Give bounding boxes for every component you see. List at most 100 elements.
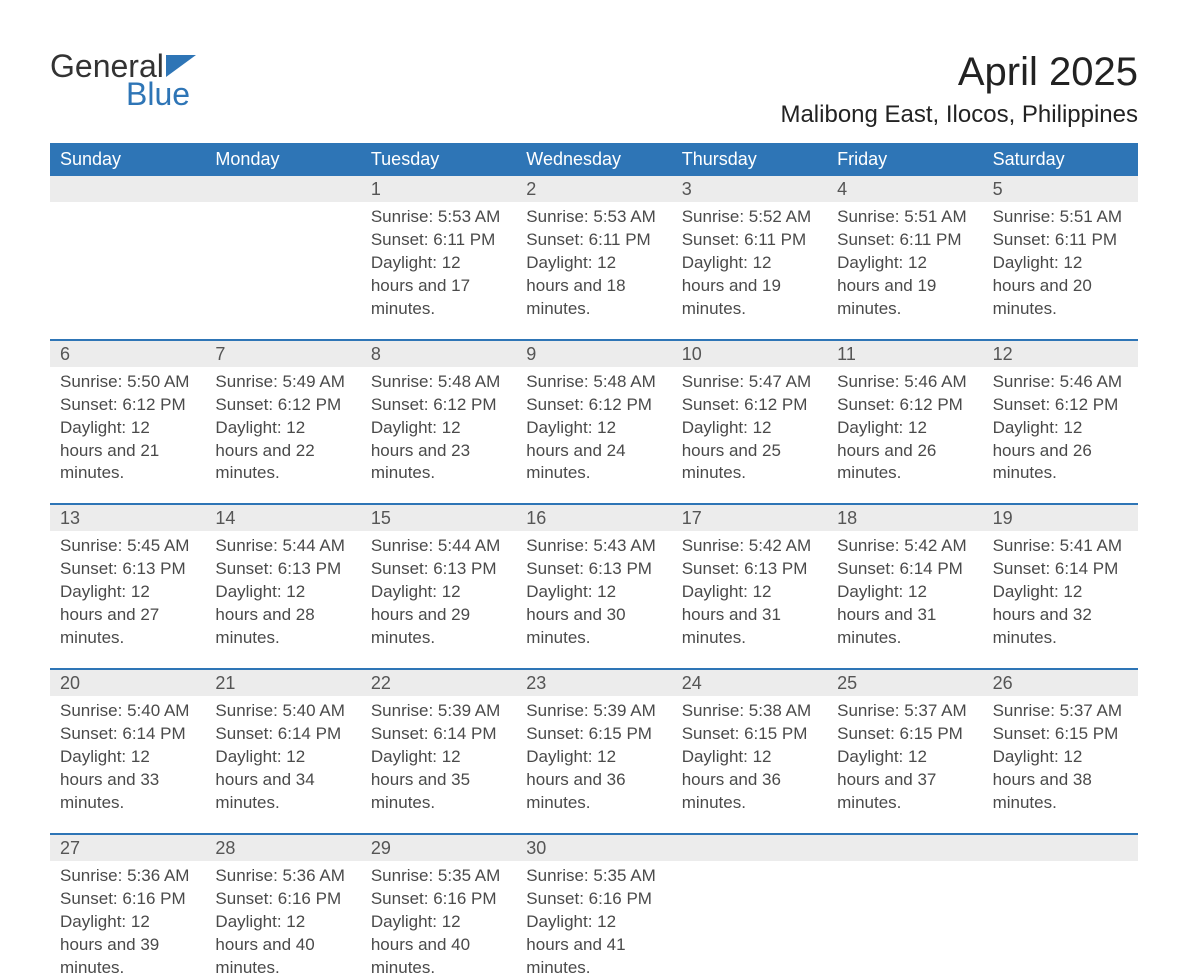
sunrise: Sunrise: 5:42 AM [682, 535, 817, 558]
sunrise: Sunrise: 5:37 AM [837, 700, 972, 723]
sunrise: Sunrise: 5:52 AM [682, 206, 817, 229]
daylight: Daylight: 12 hours and 34 minutes. [215, 746, 350, 815]
day-details: Sunrise: 5:53 AMSunset: 6:11 PMDaylight:… [361, 202, 516, 321]
day-of-week: Saturday [983, 143, 1138, 176]
day-details: Sunrise: 5:37 AMSunset: 6:15 PMDaylight:… [983, 696, 1138, 815]
sunset: Sunset: 6:11 PM [682, 229, 817, 252]
day-number: 24 [672, 670, 827, 696]
week-daynum-row: 27282930 [50, 833, 1138, 861]
sunset: Sunset: 6:12 PM [837, 394, 972, 417]
sunset: Sunset: 6:12 PM [60, 394, 195, 417]
sunset: Sunset: 6:14 PM [371, 723, 506, 746]
daylight: Daylight: 12 hours and 33 minutes. [60, 746, 195, 815]
day-of-week-header: SundayMondayTuesdayWednesdayThursdayFrid… [50, 143, 1138, 176]
day-of-week: Monday [205, 143, 360, 176]
sunset: Sunset: 6:16 PM [371, 888, 506, 911]
sunset: Sunset: 6:15 PM [837, 723, 972, 746]
daylight: Daylight: 12 hours and 20 minutes. [993, 252, 1128, 321]
day-details: Sunrise: 5:38 AMSunset: 6:15 PMDaylight:… [672, 696, 827, 815]
daylight: Daylight: 12 hours and 40 minutes. [215, 911, 350, 979]
daylight: Daylight: 12 hours and 24 minutes. [526, 417, 661, 486]
sunrise: Sunrise: 5:37 AM [993, 700, 1128, 723]
week-details-row: Sunrise: 5:40 AMSunset: 6:14 PMDaylight:… [50, 696, 1138, 815]
day-details: Sunrise: 5:40 AMSunset: 6:14 PMDaylight:… [50, 696, 205, 815]
day-number: 17 [672, 505, 827, 531]
day-details: Sunrise: 5:52 AMSunset: 6:11 PMDaylight:… [672, 202, 827, 321]
sunset: Sunset: 6:16 PM [215, 888, 350, 911]
day-number: 1 [361, 176, 516, 202]
day-number: 25 [827, 670, 982, 696]
daylight: Daylight: 12 hours and 18 minutes. [526, 252, 661, 321]
week-details-row: Sunrise: 5:53 AMSunset: 6:11 PMDaylight:… [50, 202, 1138, 321]
day-number: 26 [983, 670, 1138, 696]
day-details [50, 202, 205, 321]
day-of-week: Thursday [672, 143, 827, 176]
day-number: 29 [361, 835, 516, 861]
day-number: 16 [516, 505, 671, 531]
day-of-week: Tuesday [361, 143, 516, 176]
sunrise: Sunrise: 5:53 AM [371, 206, 506, 229]
sunrise: Sunrise: 5:35 AM [371, 865, 506, 888]
sunrise: Sunrise: 5:48 AM [371, 371, 506, 394]
location: Malibong East, Ilocos, Philippines [780, 101, 1138, 129]
week-daynum-row: 20212223242526 [50, 668, 1138, 696]
day-details: Sunrise: 5:42 AMSunset: 6:13 PMDaylight:… [672, 531, 827, 650]
day-number: 23 [516, 670, 671, 696]
sunrise: Sunrise: 5:53 AM [526, 206, 661, 229]
day-details: Sunrise: 5:44 AMSunset: 6:13 PMDaylight:… [361, 531, 516, 650]
daylight: Daylight: 12 hours and 32 minutes. [993, 581, 1128, 650]
day-number: 9 [516, 341, 671, 367]
title-block: April 2025 Malibong East, Ilocos, Philip… [780, 50, 1138, 129]
day-number: 30 [516, 835, 671, 861]
week-details-row: Sunrise: 5:36 AMSunset: 6:16 PMDaylight:… [50, 861, 1138, 979]
sunrise: Sunrise: 5:42 AM [837, 535, 972, 558]
week-daynum-row: 6789101112 [50, 339, 1138, 367]
daylight: Daylight: 12 hours and 26 minutes. [993, 417, 1128, 486]
sunset: Sunset: 6:13 PM [215, 558, 350, 581]
day-details: Sunrise: 5:39 AMSunset: 6:14 PMDaylight:… [361, 696, 516, 815]
day-number: 8 [361, 341, 516, 367]
week-daynum-row: 13141516171819 [50, 503, 1138, 531]
day-number: 13 [50, 505, 205, 531]
day-details: Sunrise: 5:53 AMSunset: 6:11 PMDaylight:… [516, 202, 671, 321]
day-of-week: Sunday [50, 143, 205, 176]
day-number [983, 835, 1138, 861]
daylight: Daylight: 12 hours and 36 minutes. [682, 746, 817, 815]
sunrise: Sunrise: 5:46 AM [993, 371, 1128, 394]
day-details: Sunrise: 5:46 AMSunset: 6:12 PMDaylight:… [983, 367, 1138, 486]
sunrise: Sunrise: 5:50 AM [60, 371, 195, 394]
sunrise: Sunrise: 5:51 AM [837, 206, 972, 229]
day-number: 10 [672, 341, 827, 367]
sunset: Sunset: 6:14 PM [993, 558, 1128, 581]
sunset: Sunset: 6:15 PM [682, 723, 817, 746]
sunset: Sunset: 6:15 PM [526, 723, 661, 746]
daylight: Daylight: 12 hours and 26 minutes. [837, 417, 972, 486]
daylight: Daylight: 12 hours and 19 minutes. [682, 252, 817, 321]
daylight: Daylight: 12 hours and 30 minutes. [526, 581, 661, 650]
day-details: Sunrise: 5:35 AMSunset: 6:16 PMDaylight:… [361, 861, 516, 979]
daylight: Daylight: 12 hours and 35 minutes. [371, 746, 506, 815]
day-details: Sunrise: 5:46 AMSunset: 6:12 PMDaylight:… [827, 367, 982, 486]
week-details-row: Sunrise: 5:45 AMSunset: 6:13 PMDaylight:… [50, 531, 1138, 650]
day-number: 12 [983, 341, 1138, 367]
sunrise: Sunrise: 5:39 AM [526, 700, 661, 723]
sunset: Sunset: 6:13 PM [682, 558, 817, 581]
logo-word-blue: Blue [50, 78, 196, 110]
sunset: Sunset: 6:16 PM [60, 888, 195, 911]
day-number [50, 176, 205, 202]
day-details: Sunrise: 5:43 AMSunset: 6:13 PMDaylight:… [516, 531, 671, 650]
day-details: Sunrise: 5:35 AMSunset: 6:16 PMDaylight:… [516, 861, 671, 979]
sunset: Sunset: 6:14 PM [837, 558, 972, 581]
daylight: Daylight: 12 hours and 17 minutes. [371, 252, 506, 321]
day-number: 21 [205, 670, 360, 696]
sunset: Sunset: 6:12 PM [993, 394, 1128, 417]
day-number: 2 [516, 176, 671, 202]
day-number: 11 [827, 341, 982, 367]
day-number: 4 [827, 176, 982, 202]
sunset: Sunset: 6:11 PM [371, 229, 506, 252]
day-details: Sunrise: 5:36 AMSunset: 6:16 PMDaylight:… [50, 861, 205, 979]
week-daynum-row: 12345 [50, 176, 1138, 202]
sunrise: Sunrise: 5:49 AM [215, 371, 350, 394]
day-details: Sunrise: 5:51 AMSunset: 6:11 PMDaylight:… [827, 202, 982, 321]
day-number: 19 [983, 505, 1138, 531]
